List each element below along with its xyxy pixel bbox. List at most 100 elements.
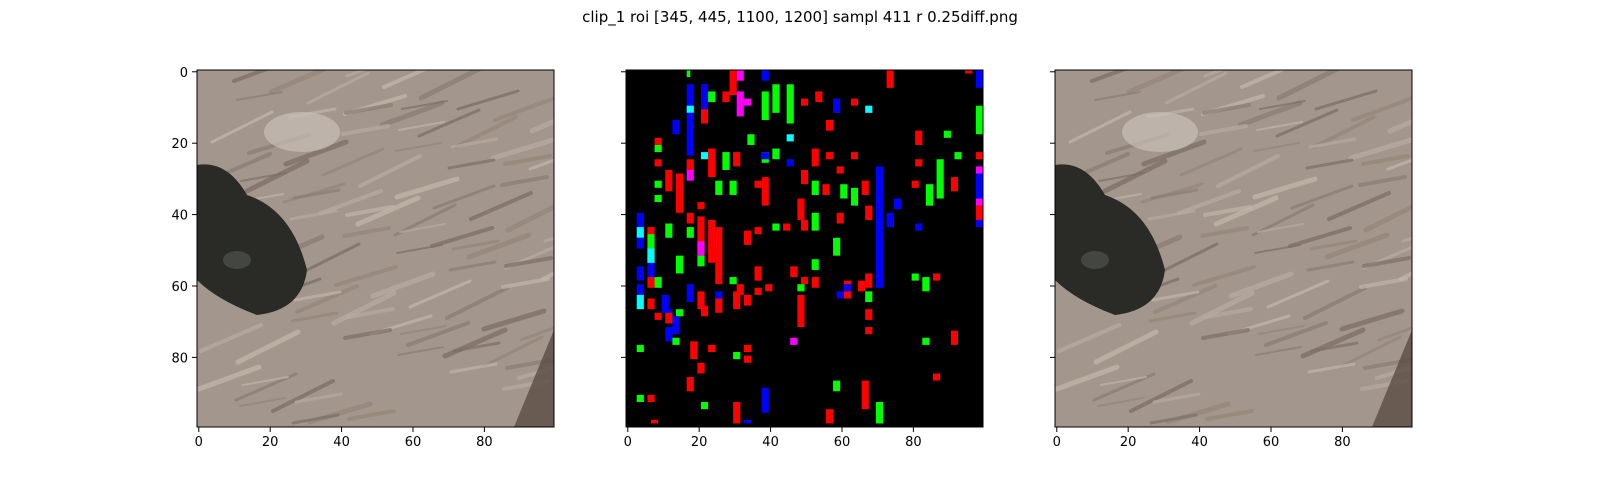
diff-cell	[911, 273, 919, 281]
ear-highlight	[264, 112, 340, 152]
diff-cell	[811, 277, 819, 288]
fur-stroke	[293, 290, 342, 302]
diff-cell	[858, 280, 866, 292]
fur-stroke	[1055, 364, 1120, 392]
diff-cell	[675, 173, 684, 213]
diff-cell	[761, 177, 769, 206]
diff-cell	[708, 219, 716, 263]
diff-cell	[715, 291, 723, 306]
diff-cell	[675, 255, 684, 274]
fur-stroke	[297, 242, 361, 276]
diff-cell	[825, 409, 834, 424]
diff-cell	[950, 177, 959, 192]
x-tick-label: 0	[195, 435, 203, 450]
fur-stroke	[399, 223, 446, 233]
fur-stroke	[448, 260, 497, 272]
y-tick-label: 20	[171, 137, 188, 152]
x-tick-label: 80	[905, 435, 922, 450]
fur-stroke	[1216, 154, 1280, 188]
fur-stroke	[1129, 379, 1193, 413]
fur-stroke	[1361, 154, 1410, 166]
diff-cell	[911, 180, 919, 188]
x-tick-label: 0	[1053, 435, 1061, 450]
diff-cell	[686, 70, 691, 78]
diff-cell	[875, 166, 884, 206]
fur-stroke	[1237, 100, 1303, 128]
fur-stroke	[1153, 284, 1217, 314]
y-tick-label: 40	[171, 209, 188, 224]
fur-stroke	[1348, 137, 1412, 161]
diff-cell	[636, 284, 644, 295]
panel-left-original: 0 20 40 60 80 0 20 40 60 80	[171, 66, 555, 450]
fur-stroke	[1305, 158, 1354, 170]
diff-cell	[893, 198, 901, 210]
diff-cell	[733, 352, 741, 360]
y-tick-label: 60	[171, 280, 188, 295]
diff-cell	[647, 394, 655, 403]
diff-cell	[886, 212, 894, 228]
fur-stroke	[319, 189, 383, 215]
diff-cell	[743, 419, 751, 424]
diff-cell	[840, 184, 848, 199]
fur-stroke	[500, 175, 549, 187]
fur-stroke	[1179, 147, 1243, 177]
fur-stroke	[1275, 108, 1339, 138]
fur-stroke	[1201, 328, 1250, 340]
diff-cell	[754, 227, 762, 235]
diff-cell	[950, 330, 959, 345]
diff-cell	[715, 227, 723, 285]
y-tick-label: 80	[171, 351, 188, 366]
fur-stroke	[397, 346, 444, 356]
fur-stroke	[289, 209, 338, 221]
diff-cell	[636, 237, 644, 249]
fur-stroke	[295, 284, 359, 314]
x-tick-label: 40	[762, 435, 779, 450]
diff-cell	[743, 355, 751, 363]
diff-cell	[647, 227, 655, 238]
fur-stroke	[240, 172, 287, 182]
fur-stroke	[1266, 279, 1330, 309]
fur-stroke	[1310, 341, 1359, 353]
diff-cell	[686, 84, 694, 113]
fur-stroke	[445, 286, 509, 320]
diff-cell	[965, 70, 973, 74]
fur-stroke	[481, 308, 547, 332]
fur-stroke	[1253, 142, 1300, 152]
diff-cell	[811, 148, 819, 167]
fur-stroke	[1240, 70, 1287, 89]
diff-cell	[754, 287, 762, 295]
fur-stroke	[1387, 118, 1412, 134]
diff-cell	[875, 402, 884, 424]
diff-cell	[936, 159, 944, 199]
fur-stroke	[1205, 409, 1254, 421]
fur-stroke	[432, 184, 496, 210]
diff-cell	[825, 152, 834, 160]
fur-stroke	[490, 137, 554, 161]
ear-highlight	[1122, 112, 1198, 152]
diff-cell	[811, 259, 819, 270]
fur-stroke	[1152, 392, 1201, 404]
fur-stroke	[199, 323, 263, 353]
diff-cell	[675, 309, 684, 317]
fur-stroke	[1303, 286, 1367, 320]
diff-cell	[833, 380, 841, 392]
diff-cell	[686, 105, 694, 113]
fur-stroke	[1307, 362, 1356, 374]
fur-stroke	[197, 70, 203, 72]
dark-eye-region	[1055, 164, 1165, 315]
fur-stroke	[1377, 326, 1412, 342]
diff-cell	[736, 70, 744, 81]
fur-stroke	[541, 271, 554, 281]
fur-stroke	[242, 376, 289, 386]
fur-stroke	[1258, 325, 1305, 335]
diff-cell	[933, 373, 941, 381]
fur-stroke	[1312, 115, 1376, 149]
diff-cell	[654, 144, 662, 153]
diff-cell	[715, 180, 723, 195]
fur-stroke	[355, 195, 421, 227]
fur-stroke	[292, 188, 341, 200]
diff-cell	[861, 180, 869, 195]
diff-cell	[761, 387, 769, 413]
fur-stroke	[396, 244, 443, 254]
diff-cell	[647, 298, 655, 310]
